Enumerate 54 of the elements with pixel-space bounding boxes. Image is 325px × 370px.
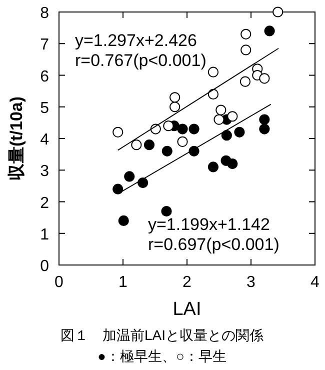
y-tick-label: 0 bbox=[40, 258, 50, 275]
point bbox=[240, 44, 252, 56]
point bbox=[227, 158, 238, 170]
point bbox=[240, 76, 251, 87]
x-tick-label: 0 bbox=[54, 274, 64, 291]
point bbox=[264, 26, 275, 36]
point bbox=[227, 111, 238, 122]
point bbox=[214, 114, 224, 125]
point bbox=[272, 6, 284, 18]
annotation: y=1.297x+2.426 bbox=[75, 31, 197, 50]
x-tick-label: 4 bbox=[310, 274, 320, 291]
y-tick-label: 3 bbox=[40, 163, 50, 180]
point bbox=[163, 120, 174, 132]
y-tick-label: 7 bbox=[40, 36, 50, 54]
x-tick-label: 3 bbox=[246, 274, 256, 291]
caption: 図１ 加温前LAIと収量との関係 bbox=[60, 327, 264, 343]
point bbox=[118, 215, 129, 226]
y-tick-label: 4 bbox=[40, 132, 50, 148]
point bbox=[208, 66, 219, 78]
annotation: y=1.199x+1.142 bbox=[148, 215, 270, 234]
y-axis-title: 収量(t/10a) bbox=[7, 96, 26, 181]
point bbox=[259, 124, 270, 134]
x-tick-label: 2 bbox=[182, 274, 192, 291]
point bbox=[124, 171, 135, 182]
point bbox=[170, 102, 180, 112]
annotation: r=0.697(p<0.001) bbox=[148, 235, 280, 254]
point bbox=[208, 162, 219, 172]
text: ●：極早生、○：早生 bbox=[98, 348, 226, 364]
point bbox=[162, 146, 172, 156]
point bbox=[170, 92, 180, 103]
point bbox=[240, 28, 252, 40]
point bbox=[161, 206, 172, 217]
point bbox=[208, 88, 219, 100]
point bbox=[112, 126, 124, 138]
y-tick-label: 8 bbox=[40, 5, 50, 22]
point bbox=[112, 184, 124, 194]
point bbox=[216, 104, 226, 116]
x-axis-title: LAI bbox=[172, 299, 202, 320]
point bbox=[177, 124, 188, 134]
point bbox=[221, 130, 232, 141]
annotation: r=0.767(p<0.001) bbox=[75, 51, 206, 70]
point bbox=[144, 140, 155, 150]
point bbox=[259, 73, 270, 84]
y-tick-label: 5 bbox=[40, 100, 50, 117]
point bbox=[177, 136, 188, 147]
point bbox=[188, 124, 200, 134]
point bbox=[259, 114, 270, 125]
point bbox=[131, 140, 142, 150]
point bbox=[234, 126, 245, 138]
y-tick-label: 6 bbox=[40, 68, 50, 86]
y-tick-label: 1 bbox=[40, 226, 50, 244]
x-tick-label: 1 bbox=[118, 274, 128, 291]
point bbox=[138, 177, 148, 188]
y-tick-label: 2 bbox=[40, 194, 50, 212]
